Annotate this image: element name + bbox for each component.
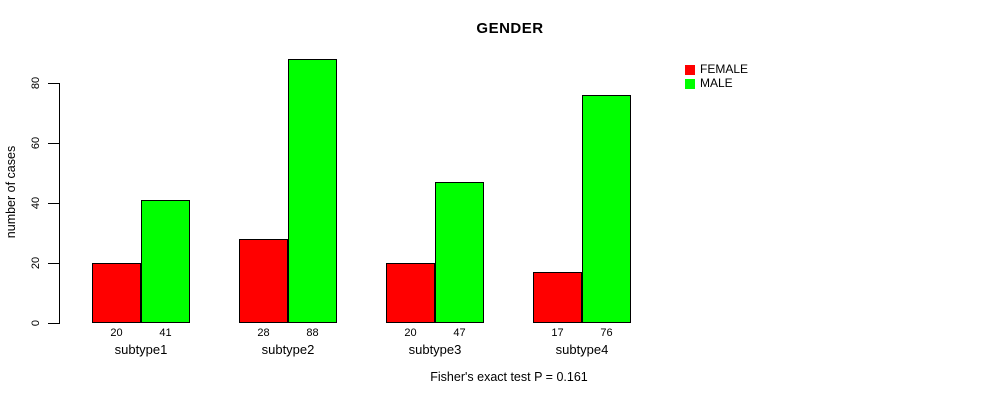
bar-male-subtype1 — [141, 200, 190, 323]
y-axis-tick — [48, 323, 59, 324]
bar-value-label: 20 — [404, 327, 417, 339]
bar-female-subtype2 — [239, 239, 288, 323]
y-axis-line — [59, 83, 60, 324]
legend-swatch-male-icon — [685, 78, 695, 89]
y-axis-tick-label: 40 — [30, 196, 42, 210]
fisher-test-note: Fisher's exact test P = 0.161 — [430, 370, 588, 384]
bar-female-subtype4 — [533, 272, 582, 323]
y-axis-tick-label: 20 — [30, 256, 42, 270]
bar-female-subtype1 — [92, 263, 141, 323]
legend-item-male: MALE — [685, 76, 748, 90]
y-axis-tick — [48, 143, 59, 144]
y-axis-tick-label: 60 — [30, 136, 42, 150]
bar-value-label: 47 — [453, 327, 466, 339]
category-label-subtype1: subtype1 — [114, 342, 168, 357]
bar-male-subtype4 — [582, 95, 631, 323]
bar-value-label: 17 — [551, 327, 564, 339]
legend-swatch-female-icon — [685, 64, 695, 75]
bar-male-subtype2 — [288, 59, 337, 323]
y-axis-tick — [48, 203, 59, 204]
category-label-subtype3: subtype3 — [408, 342, 462, 357]
legend-label: FEMALE — [700, 62, 749, 76]
bar-value-label: 28 — [257, 327, 270, 339]
bar-male-subtype3 — [435, 182, 484, 323]
y-axis-tick-label: 80 — [30, 76, 42, 90]
legend-item-female: FEMALE — [685, 62, 749, 76]
y-axis-label: number of cases — [4, 145, 18, 239]
y-axis-tick — [48, 263, 59, 264]
legend-label: MALE — [700, 76, 733, 90]
bar-value-label: 20 — [110, 327, 123, 339]
chart-title: GENDER — [476, 20, 544, 37]
bar-value-label: 88 — [306, 327, 319, 339]
y-axis-tick — [48, 83, 59, 84]
bar-value-label: 76 — [600, 327, 613, 339]
y-axis-tick-label: 0 — [30, 319, 42, 327]
bar-female-subtype3 — [386, 263, 435, 323]
bar-value-label: 41 — [159, 327, 172, 339]
category-label-subtype4: subtype4 — [555, 342, 609, 357]
category-label-subtype2: subtype2 — [261, 342, 315, 357]
legend: FEMALE MALE — [685, 62, 749, 90]
